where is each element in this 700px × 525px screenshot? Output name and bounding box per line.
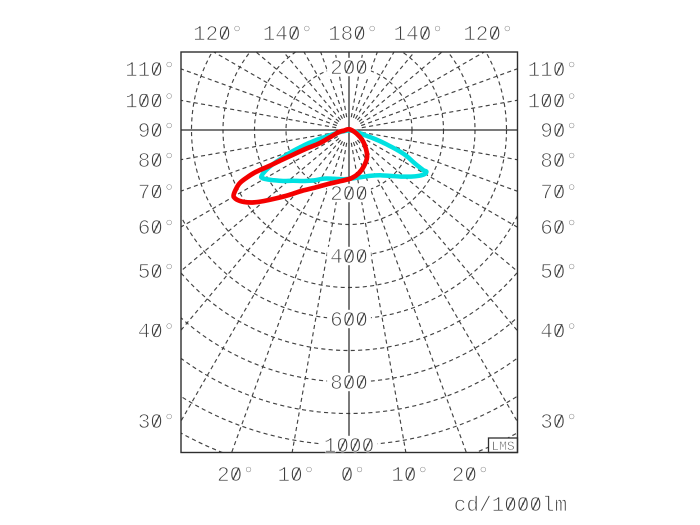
svg-text:50°: 50°	[540, 262, 578, 285]
svg-text:600: 600	[330, 310, 368, 333]
svg-text:70°: 70°	[138, 182, 176, 205]
svg-text:80°: 80°	[540, 151, 578, 174]
svg-text:40°: 40°	[138, 321, 176, 344]
svg-text:0°: 0°	[341, 465, 366, 488]
svg-text:120°: 120°	[463, 24, 513, 47]
svg-text:200: 200	[330, 184, 368, 207]
svg-text:140°: 140°	[263, 24, 313, 47]
svg-text:110°: 110°	[125, 60, 175, 83]
svg-text:cd/1000lm: cd/1000lm	[454, 495, 567, 518]
svg-text:140°: 140°	[393, 24, 443, 47]
svg-text:100°: 100°	[528, 92, 578, 115]
svg-text:120°: 120°	[193, 24, 243, 47]
svg-text:60°: 60°	[540, 218, 578, 241]
svg-text:50°: 50°	[138, 262, 176, 285]
svg-text:10°: 10°	[391, 465, 429, 488]
svg-text:80°: 80°	[138, 151, 176, 174]
svg-text:200: 200	[330, 58, 368, 81]
svg-text:180°: 180°	[328, 24, 378, 47]
svg-text:70°: 70°	[540, 182, 578, 205]
svg-text:100°: 100°	[125, 92, 175, 115]
svg-text:60°: 60°	[138, 218, 176, 241]
svg-text:1000: 1000	[324, 436, 374, 459]
svg-text:800: 800	[330, 373, 368, 396]
svg-text:90°: 90°	[540, 121, 578, 144]
svg-text:LMS: LMS	[491, 439, 515, 454]
svg-text:10°: 10°	[277, 465, 315, 488]
svg-text:20°: 20°	[217, 465, 255, 488]
svg-text:90°: 90°	[138, 121, 176, 144]
svg-text:30°: 30°	[138, 412, 176, 435]
svg-text:40°: 40°	[540, 321, 578, 344]
svg-text:20°: 20°	[452, 465, 490, 488]
svg-text:110°: 110°	[528, 60, 578, 83]
svg-text:400: 400	[330, 247, 368, 270]
svg-text:30°: 30°	[540, 412, 578, 435]
